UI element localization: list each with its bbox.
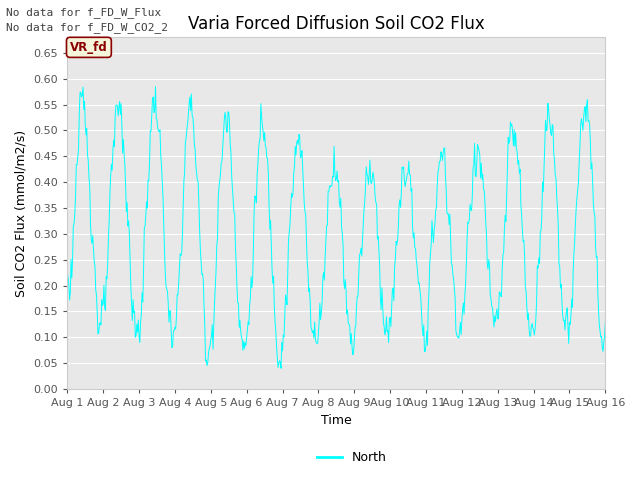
Title: Varia Forced Diffusion Soil CO2 Flux: Varia Forced Diffusion Soil CO2 Flux bbox=[188, 15, 484, 33]
Y-axis label: Soil CO2 Flux (mmol/m2/s): Soil CO2 Flux (mmol/m2/s) bbox=[15, 130, 28, 297]
Text: No data for f_FD_W_Flux: No data for f_FD_W_Flux bbox=[6, 7, 162, 18]
X-axis label: Time: Time bbox=[321, 414, 352, 427]
Text: VR_fd: VR_fd bbox=[70, 41, 108, 54]
Legend: North: North bbox=[312, 446, 392, 469]
Text: No data for f_FD_W_CO2_2: No data for f_FD_W_CO2_2 bbox=[6, 22, 168, 33]
